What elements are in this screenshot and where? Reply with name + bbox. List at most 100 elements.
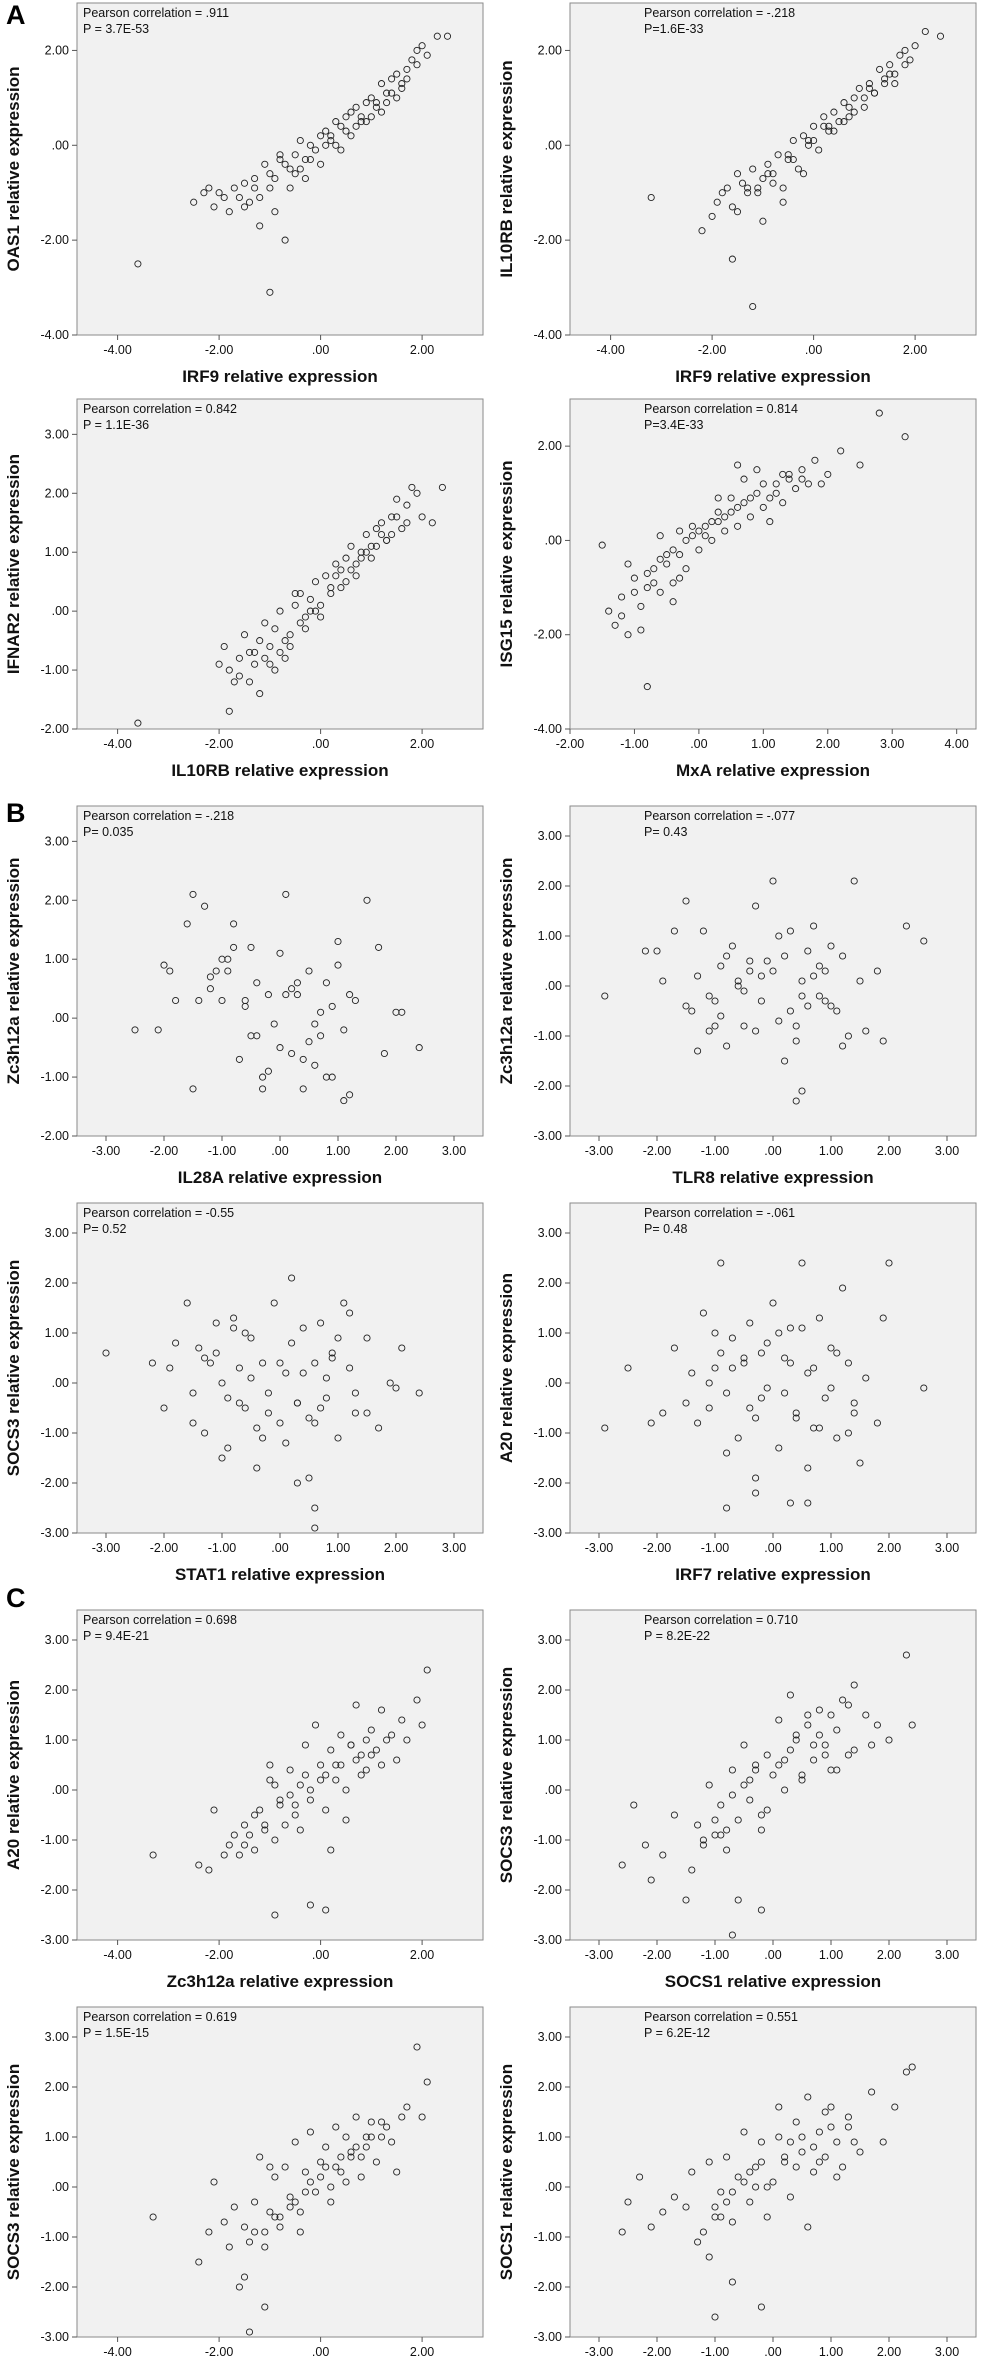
data-point [766, 494, 774, 502]
data-point [682, 565, 690, 573]
data-point [721, 513, 729, 521]
data-point [332, 1776, 340, 1784]
data-point [810, 922, 818, 930]
data-point [205, 184, 213, 192]
data-point [367, 2118, 375, 2126]
data-point [749, 302, 757, 311]
data-point [251, 1811, 259, 1819]
data-point [240, 1841, 249, 1849]
y-tick-label: .00 [52, 1783, 69, 1797]
data-point [251, 2228, 259, 2236]
data-point [413, 489, 421, 497]
y-tick-label: 3.00 [45, 1633, 69, 1647]
y-tick-label: -4.00 [534, 722, 563, 736]
data-point [392, 1384, 400, 1392]
data-point [740, 987, 748, 995]
plot-area [569, 1609, 977, 1941]
data-point [804, 141, 813, 149]
data-point [769, 967, 777, 975]
data-point [873, 1419, 881, 1427]
data-point [804, 480, 812, 488]
data-point [753, 466, 761, 474]
data-point [820, 122, 828, 130]
data-point [332, 1761, 340, 1769]
data-point [172, 996, 180, 1005]
data-point [769, 1771, 777, 1779]
data-point [786, 1324, 794, 1332]
data-point [752, 1474, 760, 1482]
data-point [786, 1499, 794, 1507]
x-tick-label: -2.00 [205, 343, 234, 357]
y-axis-label: SOCS3 relative expression [4, 1260, 23, 1476]
data-point [418, 2113, 426, 2121]
data-point [786, 1746, 794, 1754]
x-tick-label: 4.00 [944, 737, 968, 751]
data-point [183, 920, 191, 928]
data-point [844, 1032, 852, 1040]
data-point [746, 2198, 754, 2206]
data-point [183, 1299, 191, 1307]
data-point [821, 1741, 829, 1749]
data-point [705, 2253, 713, 2261]
data-point [403, 65, 411, 73]
data-point [815, 1424, 823, 1432]
data-point [301, 155, 309, 164]
data-point [830, 127, 838, 135]
data-point [630, 1801, 638, 1809]
data-point [763, 1339, 771, 1347]
data-point [825, 127, 833, 135]
x-tick-label: 2.00 [903, 343, 927, 357]
data-point [772, 489, 780, 497]
data-point [276, 1801, 284, 1809]
data-point [845, 113, 853, 121]
x-tick-label: .00 [690, 737, 707, 751]
data-point [804, 1464, 812, 1472]
data-point [784, 155, 792, 164]
data-point [810, 122, 818, 130]
data-point [815, 1731, 823, 1739]
plot-area [76, 1609, 484, 1941]
data-point [601, 992, 609, 1000]
data-point [347, 542, 355, 550]
data-point [261, 2228, 269, 2236]
data-point [212, 1349, 220, 1357]
data-point [224, 1444, 232, 1452]
data-point [792, 1022, 800, 1030]
data-point [301, 1771, 309, 1779]
y-tick-label: 2.00 [45, 2080, 69, 2094]
data-point [235, 672, 243, 680]
annotation-text: P=3.4E-33 [644, 418, 703, 432]
data-point [911, 42, 919, 50]
data-point [352, 572, 360, 580]
data-point [403, 75, 411, 83]
y-tick-label: 3.00 [538, 2030, 562, 2044]
data-point [286, 165, 294, 173]
data-point [896, 51, 904, 59]
data-point [643, 584, 651, 592]
x-tick-label: -4.00 [103, 1948, 132, 1962]
y-tick-label: -2.00 [534, 628, 563, 642]
y-tick-label: -2.00 [41, 722, 70, 736]
data-point [694, 1821, 702, 1829]
y-tick-label: -2.00 [41, 1883, 70, 1897]
y-axis-label: Zc3h12a relative expression [497, 858, 516, 1085]
data-point [728, 1791, 736, 1799]
data-point [256, 222, 264, 230]
data-point [781, 2153, 789, 2161]
data-point [723, 1389, 731, 1397]
data-point [230, 2203, 238, 2211]
data-point [798, 1259, 806, 1267]
data-point [328, 1349, 336, 1357]
data-point [296, 2228, 304, 2236]
data-point [317, 613, 325, 621]
data-point [317, 1776, 325, 1784]
data-point [240, 203, 249, 211]
x-tick-label: -4.00 [103, 343, 132, 357]
data-point [908, 1721, 916, 1729]
data-point [804, 1499, 812, 1507]
x-tick-label: -4.00 [596, 343, 625, 357]
y-tick-label: .00 [545, 138, 562, 152]
data-point [332, 572, 340, 580]
data-point [815, 1706, 823, 1714]
data-point [759, 503, 767, 511]
